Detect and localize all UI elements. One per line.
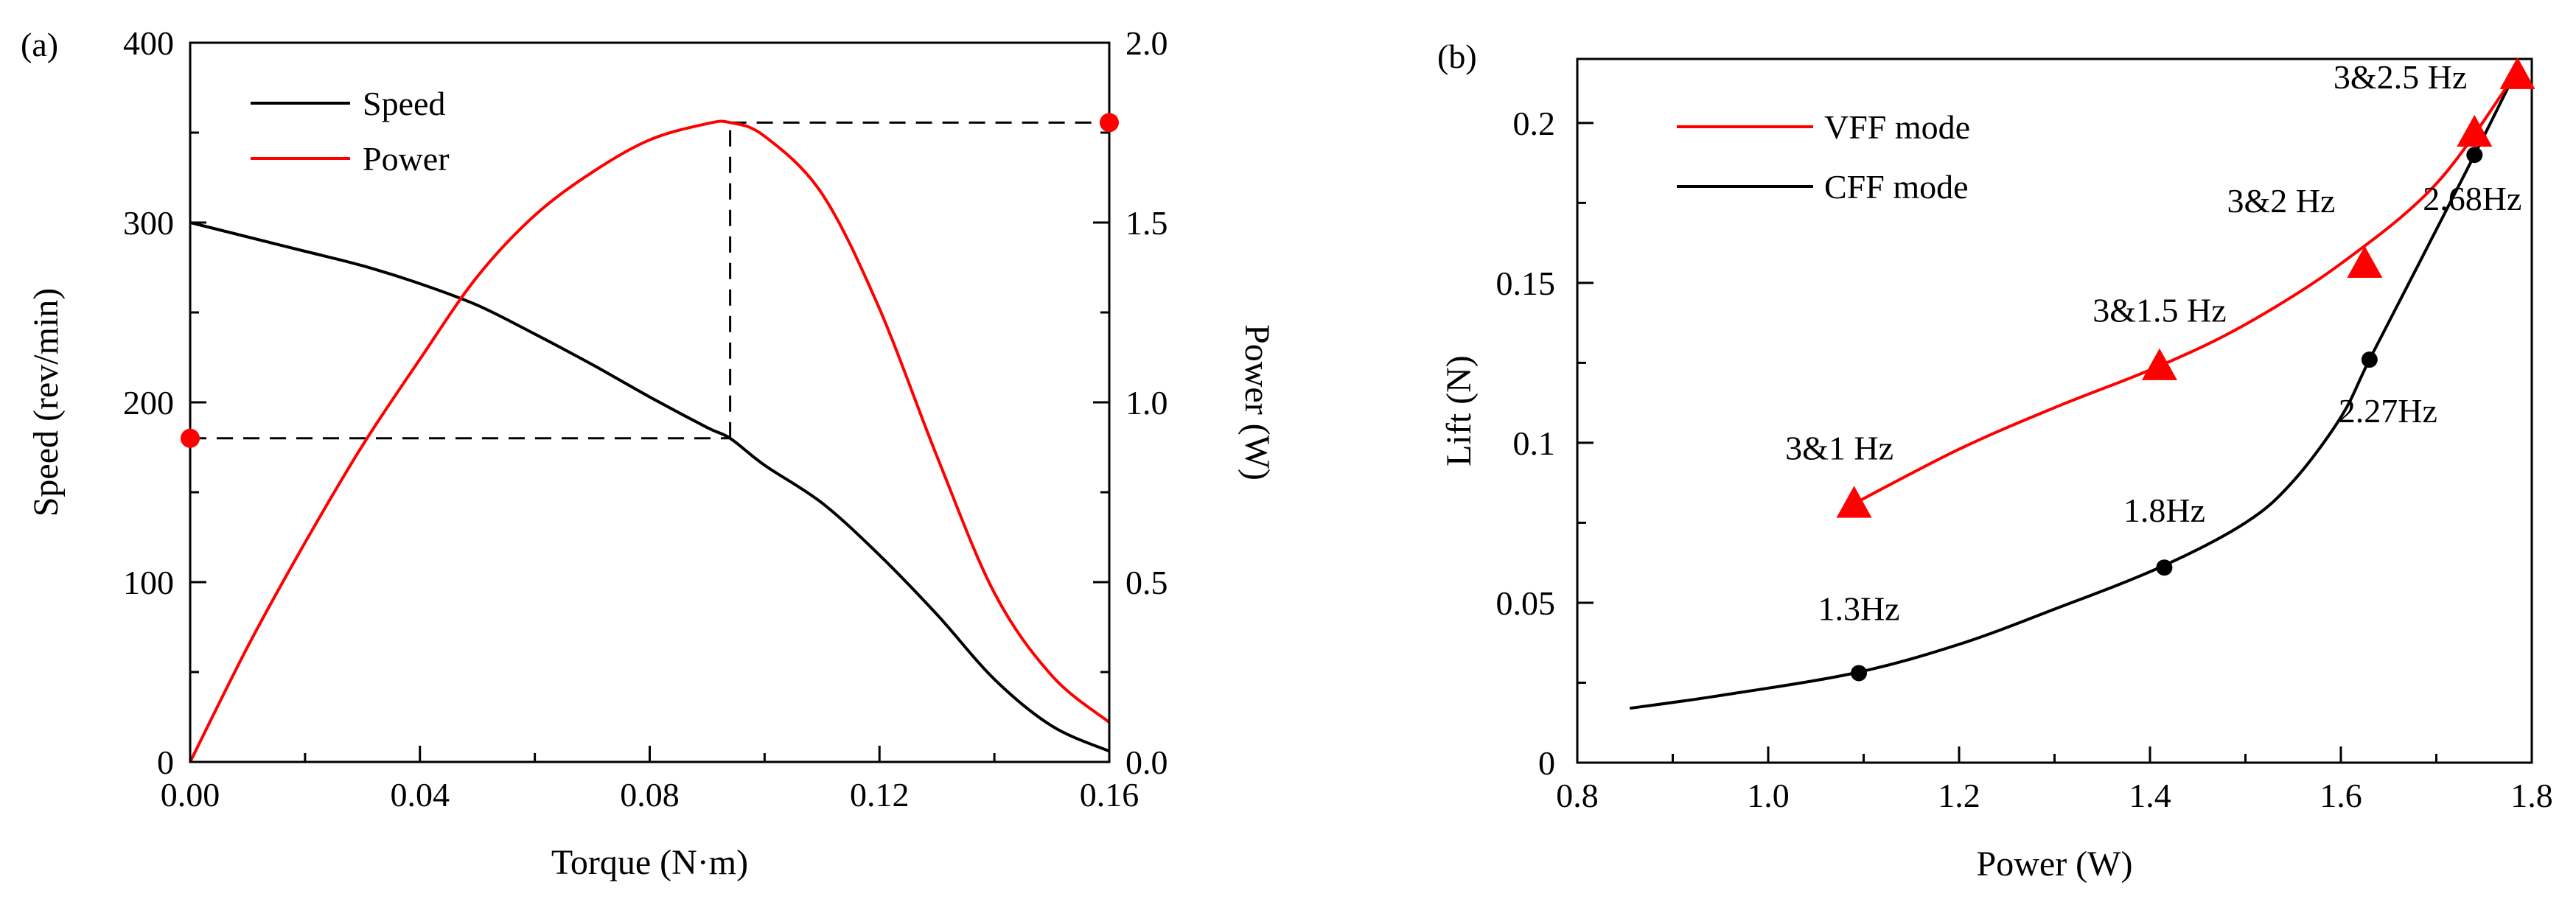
cff-line bbox=[1629, 77, 2514, 710]
y-tick-label: 0 bbox=[1538, 744, 1555, 782]
power-line bbox=[189, 119, 1111, 763]
y2-tick-label: 1.0 bbox=[1125, 384, 1168, 421]
speed-line bbox=[189, 221, 1110, 753]
vff-point bbox=[2141, 348, 2177, 380]
x-axis-title: Power (W) bbox=[1977, 844, 2133, 884]
y2-tick-label: 0.5 bbox=[1125, 564, 1168, 601]
cff-point bbox=[2361, 351, 2378, 368]
x-axis-title: Torque (N·m) bbox=[551, 843, 748, 882]
panel-label-b: (b) bbox=[1437, 38, 1477, 75]
vff-point-label: 3&1 Hz bbox=[1785, 429, 1893, 466]
x-tick-label: 0.04 bbox=[391, 776, 450, 814]
y-tick-label: 100 bbox=[123, 564, 174, 601]
vff-point bbox=[1836, 486, 1872, 518]
vff-line bbox=[1853, 77, 2514, 506]
x-tick-label: 0.12 bbox=[850, 776, 910, 814]
vff-point-label: 3&2 Hz bbox=[2227, 182, 2335, 220]
legend-label-speed: Speed bbox=[363, 85, 445, 122]
y-tick-label: 0.1 bbox=[1513, 424, 1556, 462]
y2-tick-label: 0.0 bbox=[1125, 744, 1168, 781]
cff-point-label: 2.27Hz bbox=[2339, 392, 2437, 430]
y-tick-label: 300 bbox=[123, 204, 174, 242]
plot-frame bbox=[1576, 57, 2533, 764]
y-tick-label: 0 bbox=[157, 744, 174, 781]
vff-point bbox=[2457, 114, 2493, 147]
plot-frame bbox=[189, 41, 1111, 763]
panel-b: 0.8 1.0 1.2 1.4 1.6 1.8 0 0.05 0.1 0.15 0.2 3&1 Hz 3… bbox=[1437, 38, 2553, 884]
cff-point-label: 1.3Hz bbox=[1818, 590, 1899, 627]
x-tick-label: 0.08 bbox=[620, 776, 680, 814]
x-tick-label: 1.6 bbox=[2320, 777, 2362, 814]
x-tick-label: 0.16 bbox=[1080, 776, 1139, 814]
x-tick-label: 1.4 bbox=[2129, 777, 2171, 814]
cff-point bbox=[2156, 559, 2173, 576]
cff-point bbox=[2466, 147, 2483, 164]
y-axis-title: Speed (rev/min) bbox=[27, 288, 66, 517]
vff-point bbox=[2347, 245, 2383, 279]
y-tick-label: 400 bbox=[123, 24, 174, 62]
legend-label-vff: VFF mode bbox=[1824, 108, 1970, 146]
x-tick-label: 0.8 bbox=[1556, 777, 1599, 814]
marker-point bbox=[1100, 113, 1119, 133]
cff-point-label: 2.68Hz bbox=[2423, 180, 2521, 217]
marker-point bbox=[181, 428, 200, 448]
legend-label-cff: CFF mode bbox=[1824, 168, 1969, 206]
cff-point-label: 1.8Hz bbox=[2123, 492, 2205, 529]
y-tick-label: 0.05 bbox=[1496, 584, 1556, 622]
vff-point-label: 3&1.5 Hz bbox=[2092, 292, 2226, 329]
x-tick-label: 0.00 bbox=[161, 776, 220, 814]
y2-tick-label: 2.0 bbox=[1125, 24, 1168, 62]
y-tick-label: 0.15 bbox=[1496, 265, 1556, 302]
legend-label-power: Power bbox=[363, 140, 450, 178]
y2-tick-label: 1.5 bbox=[1125, 204, 1168, 242]
panel-a: 0.00 0.04 0.08 0.12 0.16 0 100 200 300 400 0.0 0.5 1… bbox=[21, 24, 1277, 882]
y-tick-label: 0.2 bbox=[1513, 105, 1556, 142]
vff-point bbox=[2499, 57, 2535, 89]
x-tick-label: 1.2 bbox=[1938, 777, 1980, 814]
y-tick-label: 200 bbox=[123, 384, 174, 421]
y2-axis-title: Power (W) bbox=[1238, 324, 1277, 480]
x-tick-label: 1.8 bbox=[2510, 777, 2553, 814]
x-tick-label: 1.0 bbox=[1747, 777, 1790, 814]
panel-label-a: (a) bbox=[21, 26, 58, 63]
cff-point bbox=[1851, 665, 1868, 682]
y-axis-title: Lift (N) bbox=[1439, 355, 1479, 466]
vff-point-label: 3&2.5 Hz bbox=[2334, 58, 2467, 96]
